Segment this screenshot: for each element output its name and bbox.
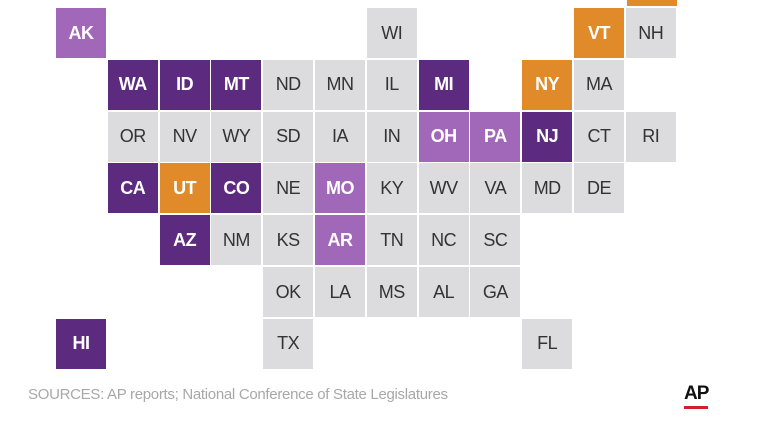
state-tile: NH [625,8,676,58]
logo-bar [684,406,708,409]
state-tile: CA [107,163,158,214]
state-tile: WY [211,111,262,162]
state-tile: ID [159,59,210,110]
state-tile: FL [522,318,573,369]
state-tile: GA [470,267,521,317]
state-tile: CO [211,163,262,214]
state-tile: AK [56,8,106,58]
state-tile: TN [366,215,417,266]
state-tile: KY [366,163,417,214]
state-tile: WA [107,59,158,110]
state-tile: MI [418,59,469,110]
state-tile: MN [315,59,365,110]
source-note: SOURCES: AP reports; National Conference… [28,386,448,403]
state-tile: NM [211,215,262,266]
state-tile: SD [263,111,314,162]
state-tile: NY [522,59,573,110]
state-tile: VT [574,8,624,58]
state-tile: NV [159,111,210,162]
state-tile: LA [315,267,365,317]
state-tile: UT [159,163,210,214]
state-tile: TX [263,318,314,369]
state-tile: MD [522,163,573,214]
state-tile: AR [315,215,365,266]
state-tile: NC [418,215,469,266]
state-tile: MS [366,267,417,317]
state-tile: IL [366,59,417,110]
state-tile: SC [470,215,521,266]
state-tile: AL [418,267,469,317]
state-tile: ND [263,59,314,110]
state-tile: OK [263,267,314,317]
state-tile [627,0,677,6]
state-tile: OH [418,111,469,162]
state-tile: KS [263,215,314,266]
state-tile: IA [315,111,365,162]
state-tile: NE [263,163,314,214]
state-tile: MA [574,59,624,110]
state-tile: IN [366,111,417,162]
state-tile: HI [56,318,106,369]
state-tile: WV [418,163,469,214]
state-tile: DE [574,163,624,214]
state-tile: RI [625,111,676,162]
state-tile: CT [574,111,624,162]
state-tile: MT [211,59,262,110]
state-tile: OR [107,111,158,162]
state-tile: PA [470,111,521,162]
state-tile: MO [315,163,365,214]
state-tile: NJ [522,111,573,162]
state-tile: WI [366,8,417,58]
logo: AP [684,383,709,404]
state-tile: VA [470,163,521,214]
state-tile: AZ [159,215,210,266]
